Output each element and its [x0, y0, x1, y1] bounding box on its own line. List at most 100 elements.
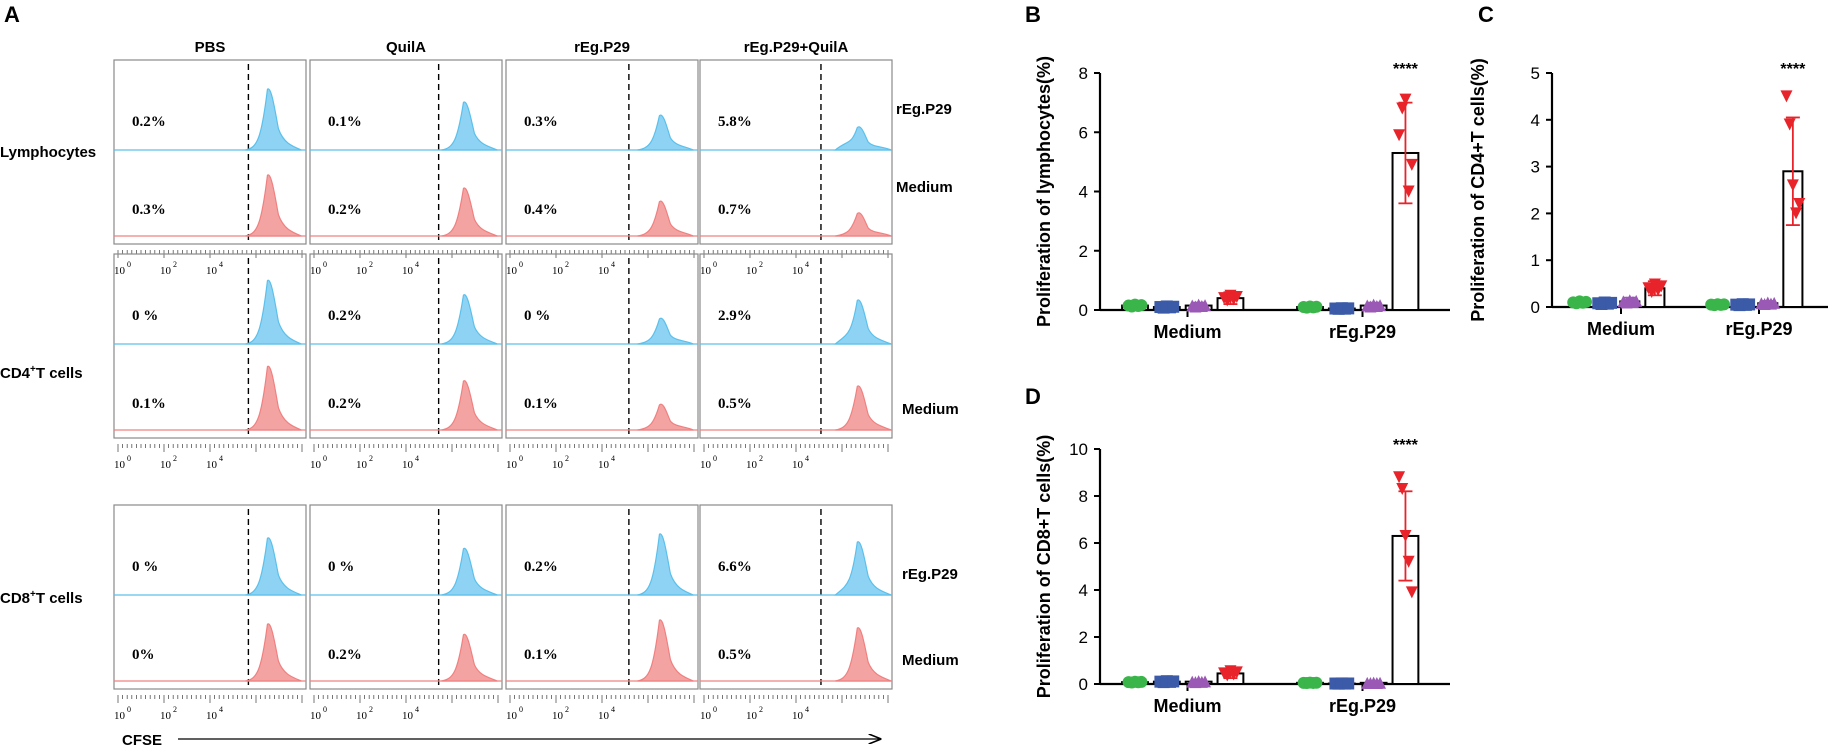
data-point — [1374, 676, 1387, 689]
histogram-box — [113, 253, 307, 439]
flow-cytometry-panel: PBS QuilA rEg.P29 rEg.P29+QuilA Lymphocytes r… — [0, 39, 959, 722]
data-point — [1396, 482, 1409, 495]
histogram-medium — [835, 385, 892, 431]
data-point — [1396, 102, 1409, 115]
axis-tick-exponent: 2 — [759, 705, 763, 714]
axis-tick-label: 10 — [206, 265, 218, 277]
axis-tick-exponent: 2 — [369, 454, 373, 463]
axis-tick-exponent: 0 — [323, 454, 327, 463]
y-tick-label: 4 — [1079, 581, 1088, 600]
percentage-label: 0.5% — [718, 647, 752, 663]
axis-tick-exponent: 0 — [519, 454, 523, 463]
percentage-label: 0.3% — [524, 114, 558, 130]
data-point — [1780, 90, 1793, 103]
axis-tick-label: 10 — [160, 459, 172, 471]
y-tick-label: 2 — [1079, 242, 1088, 261]
axis-tick-label: 10 — [356, 265, 368, 277]
percentage-label: 0.4% — [524, 202, 558, 218]
axis-tick-exponent: 0 — [323, 705, 327, 714]
bar-chart-b: 0 2 4 6 8 Proliferation of lymphocytes(%) Medi… — [1034, 56, 1450, 342]
data-point — [1393, 471, 1406, 484]
axis-tick-exponent: 0 — [323, 260, 327, 269]
percentage-label: 0.2% — [524, 559, 558, 575]
percentage-label: 0.3% — [132, 202, 166, 218]
axis-tick-exponent: 4 — [415, 454, 419, 463]
axis-tick-label: 10 — [700, 265, 712, 277]
percentage-label: 0 % — [132, 559, 158, 575]
x-category-label: Medium — [1153, 322, 1221, 342]
axis-tick-exponent: 4 — [611, 260, 615, 269]
bar-chart-c: 0 1 2 3 4 5 Proliferation of CD4+T cells(%) Med… — [1468, 58, 1828, 339]
histogram-medium — [245, 623, 302, 682]
data-point — [1402, 185, 1415, 198]
significance-marker: **** — [1780, 61, 1806, 78]
percentage-label: 5.8% — [718, 114, 752, 130]
data-point — [1310, 676, 1323, 689]
data-point — [1342, 302, 1355, 315]
histogram-box — [699, 253, 893, 439]
percentage-label: 0.1% — [132, 396, 166, 412]
axis-tick-label: 10 — [552, 265, 564, 277]
axis-tick-label: 10 — [552, 710, 564, 722]
histogram-medium — [637, 200, 694, 237]
percentage-label: 0.2% — [328, 202, 362, 218]
data-point — [1199, 299, 1212, 312]
histogram-medium — [637, 619, 694, 682]
axis-tick-label: 10 — [700, 710, 712, 722]
y-tick-label: 0 — [1079, 301, 1088, 320]
histogram-medium — [245, 366, 302, 431]
axis-tick-exponent: 2 — [565, 260, 569, 269]
histogram-box — [505, 253, 699, 439]
row-label: CD8+T cells — [0, 589, 83, 607]
data-point — [1402, 555, 1415, 568]
data-point — [1199, 675, 1212, 688]
axis-tick-label: 10 — [402, 459, 414, 471]
data-point — [1786, 179, 1799, 192]
data-point — [1718, 298, 1730, 311]
histogram-box — [505, 59, 699, 245]
axis-tick-label: 10 — [206, 710, 218, 722]
histogram-reg — [441, 547, 498, 596]
axis-tick-exponent: 4 — [219, 705, 223, 714]
histogram-medium — [245, 174, 302, 237]
data-point — [1399, 529, 1412, 542]
histogram-reg — [245, 88, 302, 151]
data-point — [1605, 296, 1618, 309]
data-point — [1783, 118, 1796, 131]
y-tick-label: 2 — [1531, 204, 1540, 223]
axis-tick-exponent: 4 — [415, 705, 419, 714]
percentage-label: 0.2% — [328, 308, 362, 324]
axis-tick-exponent: 2 — [173, 260, 177, 269]
histogram-reg — [441, 294, 498, 345]
data-point — [1135, 675, 1148, 688]
axis-tick-label: 10 — [114, 265, 126, 277]
axis-tick-label: 10 — [356, 459, 368, 471]
histogram-reg — [637, 317, 694, 345]
axis-tick-exponent: 4 — [805, 705, 809, 714]
axis-tick-label: 10 — [598, 265, 610, 277]
data-point — [1580, 295, 1592, 308]
axis-tick-label: 10 — [598, 710, 610, 722]
panel-letter-c: C — [1478, 2, 1494, 27]
axis-tick-exponent: 2 — [369, 260, 373, 269]
y-tick-label: 10 — [1069, 440, 1088, 459]
axis-tick-exponent: 0 — [713, 454, 717, 463]
data-point — [1393, 129, 1406, 142]
axis-tick-exponent: 4 — [611, 705, 615, 714]
y-tick-label: 6 — [1079, 534, 1088, 553]
percentage-label: 0 % — [524, 308, 550, 324]
axis-tick-label: 10 — [746, 459, 758, 471]
percentage-label: 0.2% — [132, 114, 166, 130]
histogram-reg — [245, 280, 302, 345]
histogram-box — [699, 59, 893, 245]
histogram-reg — [637, 114, 694, 151]
axis-tick-exponent: 2 — [173, 705, 177, 714]
panel-letter-a: A — [4, 2, 20, 27]
y-tick-label: 3 — [1531, 158, 1540, 177]
data-point — [1399, 93, 1412, 106]
axis-tick-label: 10 — [792, 265, 804, 277]
percentage-label: 0.2% — [328, 647, 362, 663]
histogram-reg — [833, 126, 892, 151]
axis-tick-label: 10 — [114, 710, 126, 722]
